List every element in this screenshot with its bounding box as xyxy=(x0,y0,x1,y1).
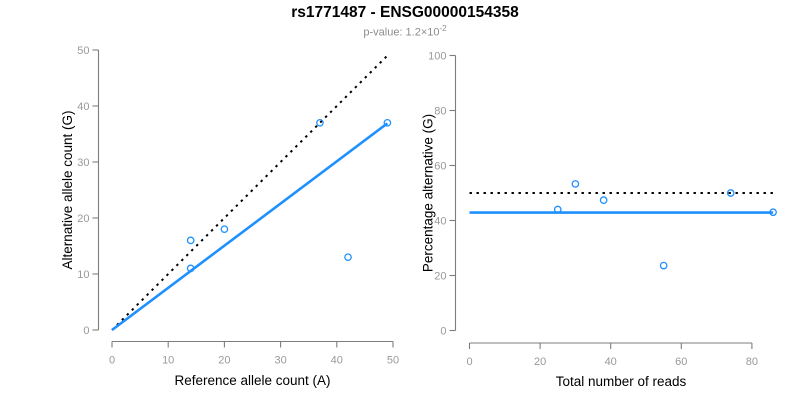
y-axis-title: Percentage alternative (G) xyxy=(421,114,436,272)
x-tick-label: 60 xyxy=(675,356,687,368)
y-tick-label: 0 xyxy=(440,326,446,338)
x-tick-label: 30 xyxy=(274,355,286,367)
data-point xyxy=(769,208,777,217)
y-tick-label: 100 xyxy=(428,51,446,63)
y-tick-label: 40 xyxy=(434,216,446,228)
x-tick-label: 0 xyxy=(109,355,115,367)
data-point xyxy=(383,118,392,127)
y-tick-label: 40 xyxy=(77,101,89,113)
data-point xyxy=(553,205,562,214)
y-tick-label: 20 xyxy=(77,213,89,225)
x-tick-label: 10 xyxy=(162,355,174,367)
y-tick-label: 30 xyxy=(77,157,89,169)
x-tick-label: 20 xyxy=(218,355,230,367)
x-axis-title: Total number of reads xyxy=(556,374,687,389)
data-point xyxy=(659,261,668,270)
data-point xyxy=(571,180,580,188)
data-point xyxy=(220,225,229,234)
data-point xyxy=(726,189,735,197)
x-tick-label: 50 xyxy=(387,355,399,367)
fit-line xyxy=(111,122,389,332)
subtitle-text: p-value: 1.2×10 xyxy=(363,26,440,39)
x-tick-label: 0 xyxy=(466,356,472,368)
y-tick-label: 60 xyxy=(434,161,446,173)
percentage-plot: 0 20 40 60 80 100 0 20 40 60 80 Total number of rea… xyxy=(421,51,777,389)
data-point xyxy=(186,264,195,273)
x-tick-label: 40 xyxy=(605,356,617,368)
subtitle-exponent: -2 xyxy=(439,24,447,33)
figure-title: rs1771487 - ENSG00000154358 xyxy=(291,4,519,21)
y-tick-label: 10 xyxy=(77,269,89,281)
x-axis-title: Reference allele count (A) xyxy=(174,373,330,388)
y-tick-label: 50 xyxy=(77,45,89,57)
data-point xyxy=(316,118,324,127)
data-point xyxy=(344,253,352,262)
identity-line xyxy=(111,54,389,331)
y-tick-label: 80 xyxy=(434,106,446,118)
x-tick-label: 80 xyxy=(746,356,758,368)
figure-subtitle: p-value: 1.2×10-2 xyxy=(10,24,800,39)
y-tick-label: 20 xyxy=(434,271,446,283)
y-axis-title: Alternative allele count (G) xyxy=(60,110,75,269)
x-tick-label: 20 xyxy=(534,356,546,368)
x-tick-label: 40 xyxy=(331,355,343,367)
data-point xyxy=(599,196,608,204)
y-tick-label: 0 xyxy=(83,325,89,337)
allele-counts-plot: 0 10 20 30 40 50 0 10 20 30 40 50 Reference allele c… xyxy=(60,45,399,388)
data-point xyxy=(186,236,195,245)
